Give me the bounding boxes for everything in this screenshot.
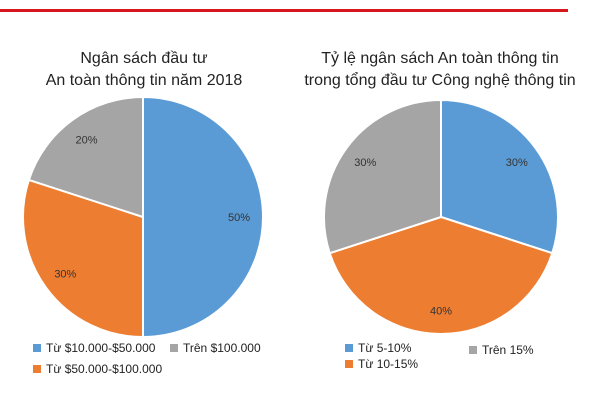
- chart-2-legend-swatch-1: [345, 344, 353, 352]
- chart-1-slice-3-label: 20%: [76, 134, 98, 146]
- chart-1-pie: 50% 30% 20%: [22, 95, 264, 339]
- chart-2-legend: Từ 5-10% Trên 15% Từ 10-15%: [345, 341, 534, 371]
- chart-1-legend-swatch-2: [33, 365, 41, 373]
- chart-2-pie: 30% 40% 30%: [323, 98, 559, 335]
- chart-2-slice-2: [328, 215, 554, 335]
- chart-2-slice-2-label: 40%: [430, 306, 452, 318]
- chart-1-legend-label-1: Từ $10.000-$50.000: [46, 341, 156, 355]
- chart-1-legend-label-3: Trên $100.000: [183, 341, 261, 355]
- chart-1-legend: Từ $10.000-$50.000 Trên $100.000 Từ $50.00…: [33, 341, 261, 376]
- chart-1-slice-1-label: 50%: [228, 212, 250, 224]
- chart-2-title-line-1: Tỷ lệ ngân sách An toàn thông tin: [321, 50, 559, 67]
- chart-1-budget-pie: Ngân sách đầu tư An toàn thông tin năm 2…: [22, 50, 264, 376]
- chart-2-ratio-pie: Tỷ lệ ngân sách An toàn thông tin trong …: [304, 50, 575, 371]
- chart-2-slice-1: [440, 98, 559, 255]
- chart-2-legend-label-1: Từ 5-10%: [358, 341, 412, 355]
- chart-1-title-line-2: An toàn thông tin năm 2018: [46, 72, 243, 89]
- chart-2-legend-label-3: Trên 15%: [482, 343, 534, 357]
- chart-1-legend-label-2: Từ $50.000-$100.000: [46, 362, 162, 376]
- chart-2-legend-label-2: Từ 10-15%: [358, 357, 418, 371]
- chart-2-slice-3-label: 30%: [354, 157, 376, 169]
- chart-1-slice-2: [22, 178, 144, 339]
- chart-2-slice-3: [323, 98, 442, 255]
- chart-1-slice-1: [142, 95, 264, 339]
- chart-1-slice-2-label: 30%: [54, 268, 76, 280]
- chart-1-slice-3: [27, 95, 144, 219]
- chart-1-legend-swatch-1: [33, 344, 41, 352]
- top-red-rule: [0, 9, 568, 12]
- chart-2-title-line-2: trong tổng đầu tư Công nghệ thông tin: [304, 71, 575, 89]
- chart-1-legend-swatch-3: [170, 344, 178, 352]
- chart-2-legend-swatch-3: [469, 346, 477, 354]
- chart-2-legend-swatch-2: [345, 360, 353, 368]
- chart-1-title-line-1: Ngân sách đầu tư: [80, 50, 208, 67]
- chart-2-slice-1-label: 30%: [506, 157, 528, 169]
